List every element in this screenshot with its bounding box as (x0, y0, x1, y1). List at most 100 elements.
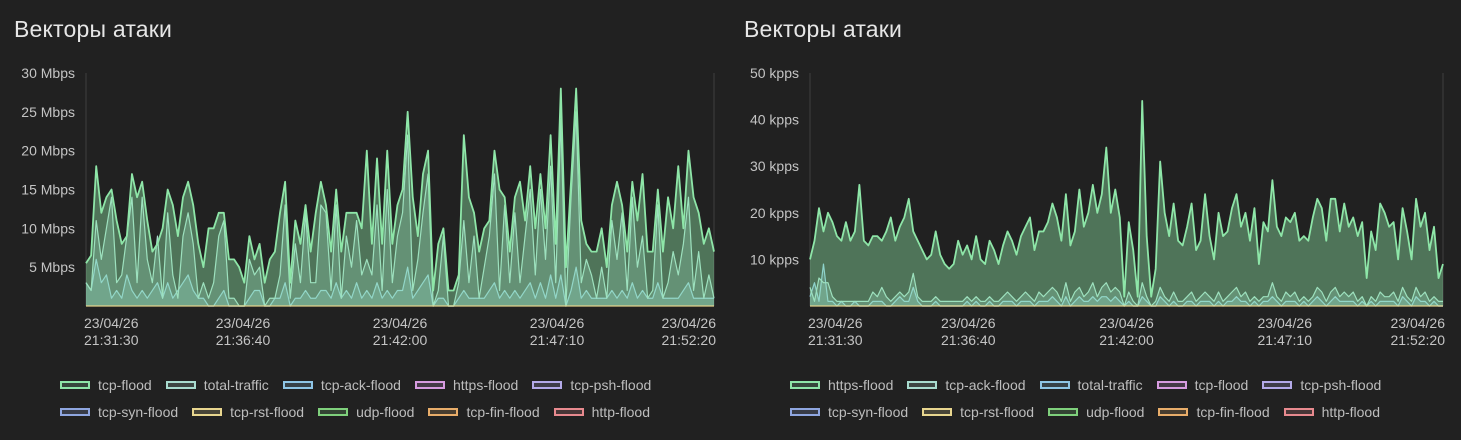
y-tick-label: 10 Mbps (21, 220, 75, 236)
legend-item-https-flood[interactable]: https-flood (790, 376, 893, 394)
chart-title: Векторы атаки (14, 16, 173, 42)
x-tick-date: 23/04/26 (662, 315, 717, 331)
legend-label: udp-flood (356, 404, 415, 420)
x-tick-date: 23/04/26 (808, 315, 863, 331)
legend-item-tcp-syn-flood[interactable]: tcp-syn-flood (60, 403, 178, 421)
legend-label: https-flood (828, 377, 894, 393)
legend-swatch (428, 408, 459, 416)
legend-label: tcp-ack-flood (320, 377, 401, 393)
legend-item-tcp-psh-flood[interactable]: tcp-psh-flood (1262, 376, 1381, 394)
x-tick-date: 23/04/26 (530, 315, 585, 331)
chart-panel-packets: Векторы атаки 10 kpps 20 kpps 30 kpps 40 kp… (730, 0, 1461, 440)
x-tick-date: 23/04/26 (1258, 315, 1313, 331)
legend-swatch (165, 381, 196, 389)
legend-item-tcp-flood[interactable]: tcp-flood (1156, 376, 1249, 394)
legend-swatch (1283, 408, 1314, 416)
chart-legend: tcp-flood total-traffic tcp-ack-flood https… (60, 376, 720, 421)
legend-swatch (922, 408, 953, 416)
legend-label: udp-flood (1086, 404, 1145, 420)
x-tick-date: 23/04/26 (1099, 315, 1154, 331)
legend-item-tcp-fin-flood[interactable]: tcp-fin-flood (428, 403, 540, 421)
x-tick-date: 23/04/26 (84, 315, 139, 331)
legend-label: total-traffic (203, 377, 269, 393)
legend-swatch (282, 381, 313, 389)
bandwidth-chart: 5 Mbps 10 Mbps 15 Mbps 20 Mbps 25 Mbps 30 Mbp… (21, 65, 717, 348)
y-tick-label: 50 kpps (750, 65, 799, 81)
legend-swatch (1039, 381, 1070, 389)
legend-swatch (60, 381, 90, 389)
y-tick-label: 10 kpps (750, 251, 799, 267)
legend-item-http-flood[interactable]: http-flood (1283, 403, 1380, 421)
legend-label: http-flood (1321, 404, 1380, 420)
legend-label: total-traffic (1077, 377, 1143, 393)
legend-label: tcp-fin-flood (466, 404, 540, 420)
legend-swatch (60, 408, 90, 416)
legend-label: tcp-rst-flood (230, 404, 305, 420)
x-tick-time: 21:47:10 (1258, 332, 1313, 348)
legend-item-http-flood[interactable]: http-flood (553, 403, 650, 421)
series-line-total-traffic (85, 111, 715, 307)
series-area-https-flood (810, 100, 1443, 307)
y-tick-label: 20 Mbps (21, 143, 75, 159)
legend-item-total-traffic[interactable]: total-traffic (1039, 376, 1143, 394)
legend-item-tcp-ack-flood[interactable]: tcp-ack-flood (907, 376, 1026, 394)
legend-label: tcp-psh-flood (1300, 377, 1382, 393)
legend-swatch (907, 381, 938, 389)
legend-label: tcp-flood (1194, 377, 1249, 393)
legend-item-tcp-flood[interactable]: tcp-flood (60, 376, 152, 394)
y-tick-label: 40 kpps (750, 112, 799, 128)
legend-item-tcp-rst-flood[interactable]: tcp-rst-flood (192, 403, 304, 421)
y-tick-label: 5 Mbps (29, 259, 75, 275)
legend-item-tcp-ack-flood[interactable]: tcp-ack-flood (282, 376, 401, 394)
legend-label: http-flood (591, 404, 650, 420)
legend-swatch (532, 381, 563, 389)
legend-item-tcp-fin-flood[interactable]: tcp-fin-flood (1158, 403, 1270, 421)
legend-label: tcp-flood (98, 377, 152, 393)
x-tick-time: 21:31:30 (84, 332, 139, 348)
chart-panel-bandwidth: Векторы атаки 5 Mbps 10 Mbps 15 Mbps 20 Mbp… (0, 0, 730, 440)
chart-title: Векторы атаки (744, 16, 903, 42)
y-tick-label: 30 Mbps (21, 65, 75, 81)
legend-item-tcp-syn-flood[interactable]: tcp-syn-flood (790, 403, 908, 421)
legend-item-https-flood[interactable]: https-flood (414, 376, 518, 394)
x-tick-date: 23/04/26 (373, 315, 428, 331)
x-tick-date: 23/04/26 (1391, 315, 1446, 331)
y-tick-label: 30 kpps (750, 158, 799, 174)
legend-swatch (790, 408, 820, 416)
legend-label: tcp-psh-flood (570, 377, 652, 393)
x-tick-time: 21:36:40 (941, 332, 996, 348)
x-tick-date: 23/04/26 (941, 315, 996, 331)
legend-item-total-traffic[interactable]: total-traffic (165, 376, 269, 394)
legend-swatch (553, 408, 584, 416)
y-tick-label: 15 Mbps (21, 182, 75, 198)
x-tick-time: 21:36:40 (216, 332, 271, 348)
x-tick-date: 23/04/26 (216, 315, 271, 331)
legend-swatch (1156, 381, 1187, 389)
series-line-total-traffic (809, 263, 1443, 307)
legend-label: tcp-fin-flood (1196, 404, 1270, 420)
packets-chart: 10 kpps 20 kpps 30 kpps 40 kpps 50 kpps 23/04… (750, 65, 1446, 348)
legend-label: tcp-syn-flood (828, 404, 909, 420)
legend-swatch (414, 381, 445, 389)
legend-swatch (1158, 408, 1189, 416)
legend-label: tcp-syn-flood (98, 404, 179, 420)
series-line-tcp-flood (85, 87, 715, 292)
x-tick-time: 21:52:20 (1391, 332, 1446, 348)
legend-swatch (318, 408, 349, 416)
y-tick-label: 20 kpps (750, 205, 799, 221)
x-tick-time: 21:52:20 (662, 332, 717, 348)
legend-label: tcp-rst-flood (960, 404, 1035, 420)
legend-swatch (790, 381, 820, 389)
legend-item-udp-flood[interactable]: udp-flood (1048, 403, 1144, 421)
legend-item-tcp-rst-flood[interactable]: tcp-rst-flood (922, 403, 1034, 421)
legend-swatch (192, 408, 223, 416)
legend-swatch (1048, 408, 1079, 416)
legend-item-tcp-psh-flood[interactable]: tcp-psh-flood (532, 376, 651, 394)
y-tick-label: 25 Mbps (21, 104, 75, 120)
x-tick-time: 21:31:30 (808, 332, 863, 348)
series-line-tcp-ack-flood (809, 272, 1443, 307)
chart-legend: https-flood tcp-ack-flood total-traffic tcp… (790, 376, 1450, 421)
legend-item-udp-flood[interactable]: udp-flood (318, 403, 414, 421)
legend-swatch (1262, 381, 1293, 389)
series-line-https-flood (809, 100, 1444, 298)
